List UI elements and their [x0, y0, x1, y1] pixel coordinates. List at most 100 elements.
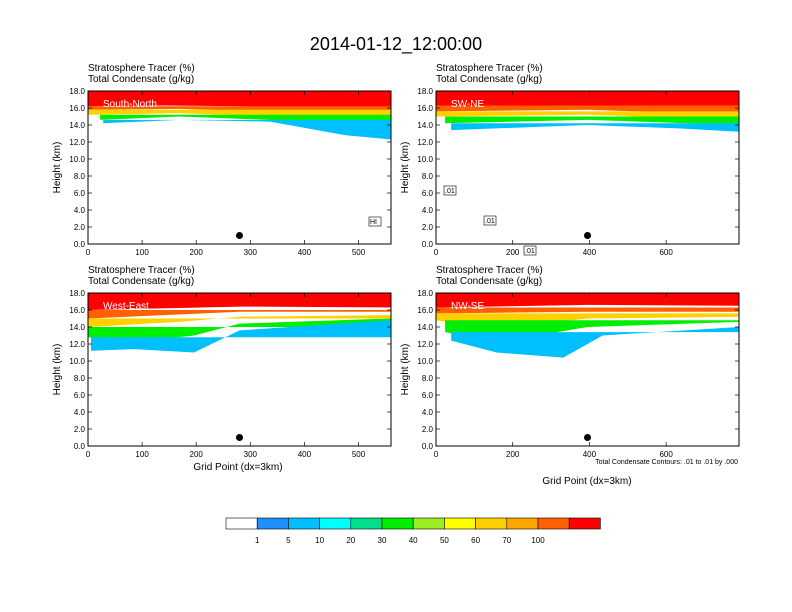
y-tick-label: 12.0 [69, 340, 85, 349]
contour-label: .01 [445, 188, 455, 195]
colorbar-label: 50 [440, 536, 449, 545]
plot-frame [435, 90, 740, 245]
y-tick-label: 6.0 [422, 391, 434, 400]
location-marker [584, 232, 591, 239]
y-tick-label: 10.0 [417, 357, 433, 366]
contour-field-label: Total Condensate (g/kg) [436, 276, 542, 287]
tracer-band [436, 105, 739, 115]
y-tick-label: 8.0 [422, 374, 434, 383]
y-tick-label: 18.0 [417, 87, 433, 96]
colorbar-swatch [475, 517, 508, 530]
tracer-band [91, 320, 391, 353]
x-tick-label: 300 [244, 450, 258, 459]
contour-label-box [443, 185, 457, 196]
colorbar-swatch [506, 517, 539, 530]
tracer-band [436, 307, 739, 314]
y-tick-label: 14.0 [69, 323, 85, 332]
y-tick-label: 12.0 [417, 138, 433, 147]
colorbar-swatch [256, 517, 289, 530]
x-tick-label: 0 [86, 450, 91, 459]
contour-note: Total Condensate Contours: .01 to .01 by… [595, 459, 738, 466]
x-axis-title-right: Grid Point (dx=3km) [542, 476, 631, 487]
plot-frame [435, 292, 740, 447]
x-tick-label: 0 [86, 248, 91, 257]
colorbar-swatch [225, 517, 258, 530]
tracer-band [103, 119, 392, 140]
x-tick-label: 400 [298, 450, 312, 459]
y-tick-label: 14.0 [417, 121, 433, 130]
colorbar-swatch [319, 517, 352, 530]
tracer-band [88, 315, 391, 327]
x-tick-label: 400 [583, 450, 597, 459]
x-tick-label: 100 [135, 450, 149, 459]
colorbar-label: 40 [409, 536, 418, 545]
y-tick-label: 12.0 [417, 340, 433, 349]
colorbar-label: 70 [502, 536, 511, 545]
colorbar-label: 20 [346, 536, 355, 545]
panel-nw-se: Stratosphere Tracer (%)Total Condensate … [400, 265, 740, 459]
y-tick-label: 0.0 [74, 442, 86, 451]
y-tick-label: 0.0 [422, 442, 434, 451]
panel-label: South-North [103, 99, 157, 110]
y-tick-label: 2.0 [422, 425, 434, 434]
colorbar-swatch [537, 517, 570, 530]
colorbar-label: 1 [255, 536, 260, 545]
panel-west-east: Stratosphere Tracer (%)Total Condensate … [52, 265, 392, 459]
panel-label: SW-NE [451, 99, 484, 110]
plot-frame [87, 90, 392, 245]
colorbar-swatch [350, 517, 383, 530]
tracer-band [451, 123, 739, 132]
location-marker [236, 232, 243, 239]
y-tick-label: 14.0 [69, 121, 85, 130]
colorbar-label: 10 [315, 536, 324, 545]
contour-label: HI [370, 219, 377, 226]
y-tick-label: 10.0 [69, 155, 85, 164]
y-tick-label: 8.0 [422, 172, 434, 181]
shaded-field-label: Stratosphere Tracer (%) [436, 265, 543, 276]
x-tick-label: 600 [659, 450, 673, 459]
y-tick-label: 4.0 [422, 408, 434, 417]
colorbar-label: 100 [531, 536, 545, 545]
shaded-field-label: Stratosphere Tracer (%) [88, 63, 195, 74]
y-tick-label: 4.0 [422, 206, 434, 215]
shaded-field-label: Stratosphere Tracer (%) [436, 63, 543, 74]
y-tick-label: 8.0 [74, 172, 86, 181]
plot-frame [87, 292, 392, 447]
y-tick-label: 16.0 [417, 306, 433, 315]
x-tick-label: 600 [659, 248, 673, 257]
x-tick-label: 200 [190, 450, 204, 459]
x-tick-label: 400 [583, 248, 597, 257]
y-tick-label: 16.0 [417, 104, 433, 113]
y-tick-label: 12.0 [69, 138, 85, 147]
contour-label-box [483, 215, 497, 226]
panel-label: NW-SE [451, 301, 484, 312]
x-tick-label: 200 [506, 450, 520, 459]
x-tick-label: 400 [298, 248, 312, 257]
shaded-field-label: Stratosphere Tracer (%) [88, 265, 195, 276]
x-tick-label: 0 [434, 248, 439, 257]
tracer-band [88, 109, 391, 125]
x-tick-label: 300 [244, 248, 258, 257]
y-axis-title: Height (km) [400, 344, 411, 396]
contour-field-label: Total Condensate (g/kg) [436, 74, 542, 85]
y-tick-label: 18.0 [69, 87, 85, 96]
y-tick-label: 2.0 [74, 425, 86, 434]
y-tick-label: 16.0 [69, 306, 85, 315]
colorbar-swatch [568, 517, 601, 530]
contour-label-box [523, 245, 537, 256]
colorbar-swatch [288, 517, 320, 530]
y-tick-label: 6.0 [74, 189, 86, 198]
contour-label: .01 [485, 218, 495, 225]
tracer-band [445, 116, 739, 125]
x-tick-label: 100 [135, 248, 149, 257]
y-tick-label: 10.0 [417, 155, 433, 164]
x-axis-title-left: Grid Point (dx=3km) [193, 462, 282, 473]
colorbar-swatch [381, 517, 414, 530]
tracer-band-top [88, 91, 391, 102]
contour-field-label: Total Condensate (g/kg) [88, 74, 194, 85]
y-tick-label: 18.0 [417, 289, 433, 298]
x-tick-label: 200 [506, 248, 520, 257]
tracer-band [451, 327, 739, 358]
y-tick-label: 2.0 [422, 223, 434, 232]
